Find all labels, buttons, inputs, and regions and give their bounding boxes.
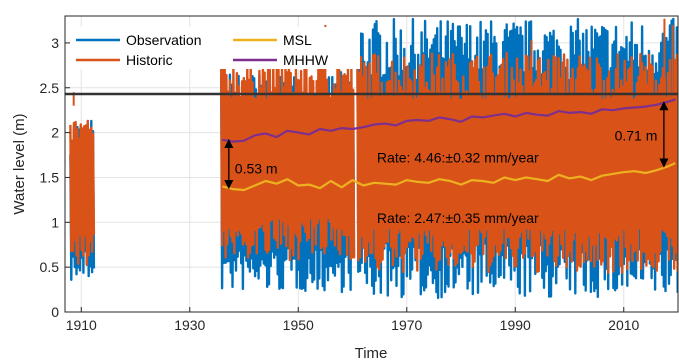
legend-label-msl: MSL — [283, 32, 312, 48]
legend-label-historic: Historic — [126, 52, 173, 68]
plot-frame — [64, 15, 679, 313]
legend-label-observation: Observation — [126, 32, 201, 48]
historic-series-segment — [69, 119, 96, 266]
x-tick-label: 1930 — [174, 317, 205, 333]
historic-series-segment — [356, 51, 678, 274]
x-tick-label: 1910 — [66, 317, 97, 333]
x-tick-label: 2010 — [608, 317, 639, 333]
rate-label: Rate: 2.47:±0.35 mm/year — [377, 210, 539, 226]
difference-label: 0.53 m — [235, 160, 278, 176]
y-tick-label: 3 — [51, 35, 59, 51]
rate-label: Rate: 4.46:±0.32 mm/year — [377, 150, 539, 166]
annotations: 0.53 m 0.71 m Rate: 4.46:±0.32 mm/year Rate… — [224, 101, 669, 226]
x-axis: 1910 1930 1950 1970 1990 2010 — [66, 307, 640, 333]
plot-area — [65, 17, 678, 300]
x-tick-label: 1950 — [283, 317, 314, 333]
legend-label-mhhw: MHHW — [283, 52, 329, 68]
msl-line — [222, 162, 676, 192]
x-axis-label: Time — [355, 345, 388, 361]
x-tick-label: 1990 — [500, 317, 531, 333]
y-tick-label: 1.5 — [40, 169, 60, 185]
y-tick-label: 2 — [51, 125, 59, 141]
y-tick-label: 0 — [51, 304, 59, 320]
legend-box — [70, 27, 360, 69]
y-tick-label: 1 — [51, 214, 59, 230]
difference-label: 0.71 m — [615, 127, 658, 143]
x-tick-label: 1970 — [391, 317, 422, 333]
y-axis: 0 0.5 1 1.5 2 2.5 3 — [40, 35, 70, 320]
y-tick-label: 2.5 — [40, 80, 60, 96]
y-tick-label: 0.5 — [40, 259, 60, 275]
legend: Observation Historic MSL MHHW — [70, 27, 360, 69]
mhhw-line — [222, 98, 676, 143]
historic-series-segment — [220, 55, 356, 262]
y-axis-label: Water level (m) — [11, 113, 28, 214]
